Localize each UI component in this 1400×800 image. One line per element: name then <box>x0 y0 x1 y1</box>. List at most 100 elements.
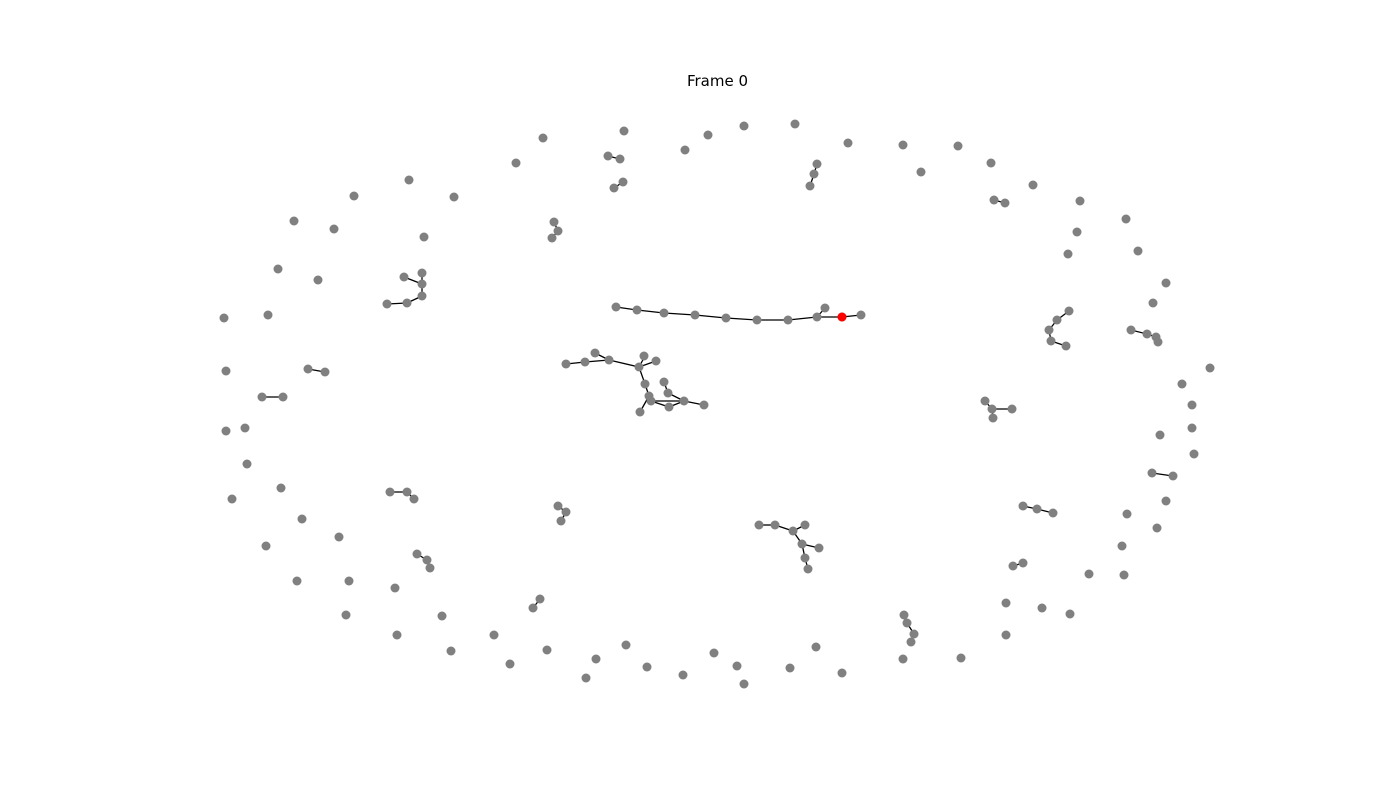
graph-node <box>561 359 571 369</box>
graph-node <box>261 541 271 551</box>
graph-node <box>289 216 299 226</box>
graph-edge <box>725 317 758 321</box>
graph-node <box>956 653 966 663</box>
graph-node <box>1001 598 1011 608</box>
graph-node <box>1147 468 1157 478</box>
graph-edge <box>608 359 640 368</box>
graph-node <box>1052 315 1062 325</box>
graph-node <box>664 402 674 412</box>
graph-node <box>820 303 830 313</box>
graph-node <box>276 483 286 493</box>
graph-node <box>227 494 237 504</box>
graph-node <box>221 426 231 436</box>
graph-node <box>679 396 689 406</box>
graph-node <box>1187 400 1197 410</box>
graph-node <box>1072 227 1082 237</box>
graph-node <box>909 629 919 639</box>
graph-node <box>556 516 566 526</box>
graph-node <box>549 217 559 227</box>
graph-node <box>1064 306 1074 316</box>
graph-node <box>344 576 354 586</box>
graph-node <box>1168 471 1178 481</box>
graph-node <box>320 367 330 377</box>
graph-node <box>615 154 625 164</box>
graph-node <box>634 362 644 372</box>
graph-node <box>635 407 645 417</box>
graph-node <box>242 459 252 469</box>
graph-node <box>1046 336 1056 346</box>
graph-node <box>1028 180 1038 190</box>
graph-node <box>297 514 307 524</box>
graph-node <box>412 549 422 559</box>
graph-node <box>553 501 563 511</box>
graph-node <box>382 299 392 309</box>
graph-node <box>528 603 538 613</box>
graph-node <box>399 272 409 282</box>
graph-node <box>505 659 515 669</box>
graph-node <box>561 507 571 517</box>
graph-node <box>1007 404 1017 414</box>
graph-node <box>1117 541 1127 551</box>
graph-node <box>1001 630 1011 640</box>
graph-node <box>1155 430 1165 440</box>
graph-node <box>273 264 283 274</box>
graph-node <box>899 610 909 620</box>
graph-node <box>785 663 795 673</box>
graph-node <box>843 138 853 148</box>
graph-node <box>538 133 548 143</box>
graph-node <box>437 611 447 621</box>
graph-node <box>590 348 600 358</box>
graph-node <box>1044 325 1054 335</box>
graph-node <box>1205 363 1215 373</box>
graph-node <box>535 594 545 604</box>
graph-node <box>1121 214 1131 224</box>
graph-node <box>1177 379 1187 389</box>
graph-edge <box>636 309 665 314</box>
graph-node <box>621 640 631 650</box>
graph-node <box>263 310 273 320</box>
graph-node <box>278 392 288 402</box>
graph-node <box>809 169 819 179</box>
graph-node <box>739 679 749 689</box>
graph-node <box>449 192 459 202</box>
graph-node <box>1161 496 1171 506</box>
graph-node <box>790 119 800 129</box>
graph-node <box>419 232 429 242</box>
graph-node <box>334 532 344 542</box>
graph-node <box>1187 423 1197 433</box>
graph-node <box>916 167 926 177</box>
graph-node <box>1084 569 1094 579</box>
graph-node <box>703 130 713 140</box>
graph-node <box>619 126 629 136</box>
graph-node <box>609 183 619 193</box>
graph-node <box>803 564 813 574</box>
graph-node <box>1148 298 1158 308</box>
graph-node <box>1142 329 1152 339</box>
graph-node <box>1126 325 1136 335</box>
graph-node <box>1000 198 1010 208</box>
graph-node <box>591 654 601 664</box>
graph-node <box>553 226 563 236</box>
graph-node <box>489 630 499 640</box>
graph-node <box>417 279 427 289</box>
graph-node <box>659 377 669 387</box>
graph-node <box>1061 341 1071 351</box>
graph-node <box>1153 337 1163 347</box>
graph-node <box>1065 609 1075 619</box>
graph-node <box>732 661 742 671</box>
graph-node <box>292 576 302 586</box>
graph-node <box>752 315 762 325</box>
graph-edge <box>787 316 818 321</box>
graph-node <box>770 520 780 530</box>
graph-node <box>812 312 822 322</box>
graph-node <box>303 364 313 374</box>
graph-node <box>699 400 709 410</box>
graph-node <box>313 275 323 285</box>
graph-node <box>385 487 395 497</box>
graph-node <box>219 313 229 323</box>
graph-node <box>663 388 673 398</box>
graph-node <box>754 520 764 530</box>
graph-node <box>404 175 414 185</box>
graph-node <box>898 140 908 150</box>
